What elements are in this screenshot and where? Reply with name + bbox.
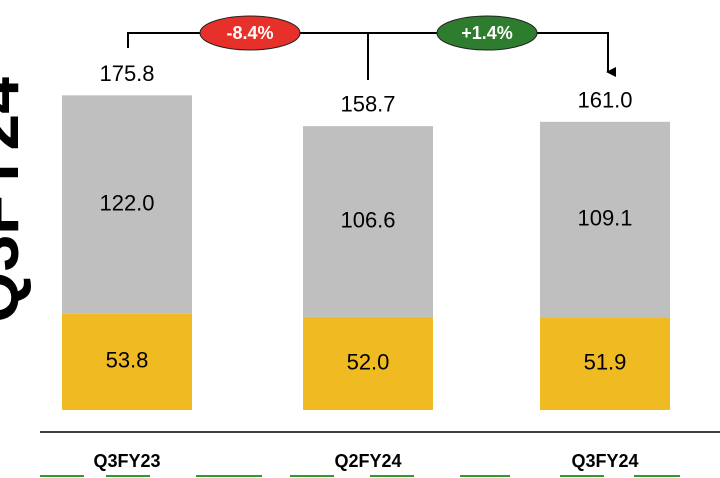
value-label: 106.6 <box>340 207 395 232</box>
change-label: +1.4% <box>461 23 513 43</box>
side-label: Q3FY24 <box>0 77 32 323</box>
total-label: 158.7 <box>340 92 395 117</box>
bar-segment <box>62 313 192 410</box>
bar-segment <box>540 121 670 318</box>
value-label: 53.8 <box>106 348 149 373</box>
total-label: 175.8 <box>99 61 154 86</box>
total-label: 161.0 <box>577 88 632 113</box>
bar-segment <box>62 95 192 314</box>
x-tick-label: Q3FY24 <box>571 451 638 471</box>
change-badge <box>199 15 301 51</box>
x-tick-label: Q2FY24 <box>334 451 401 471</box>
value-label: 52.0 <box>347 349 390 374</box>
change-label: -8.4% <box>226 23 273 43</box>
bar-segment <box>303 316 433 410</box>
bar-segment <box>303 126 433 317</box>
value-label: 51.9 <box>584 349 627 374</box>
value-label: 122.0 <box>99 190 154 215</box>
bar-segment <box>540 317 670 410</box>
change-badge <box>436 15 538 51</box>
x-tick-label: Q3FY23 <box>93 451 160 471</box>
value-label: 109.1 <box>577 205 632 230</box>
